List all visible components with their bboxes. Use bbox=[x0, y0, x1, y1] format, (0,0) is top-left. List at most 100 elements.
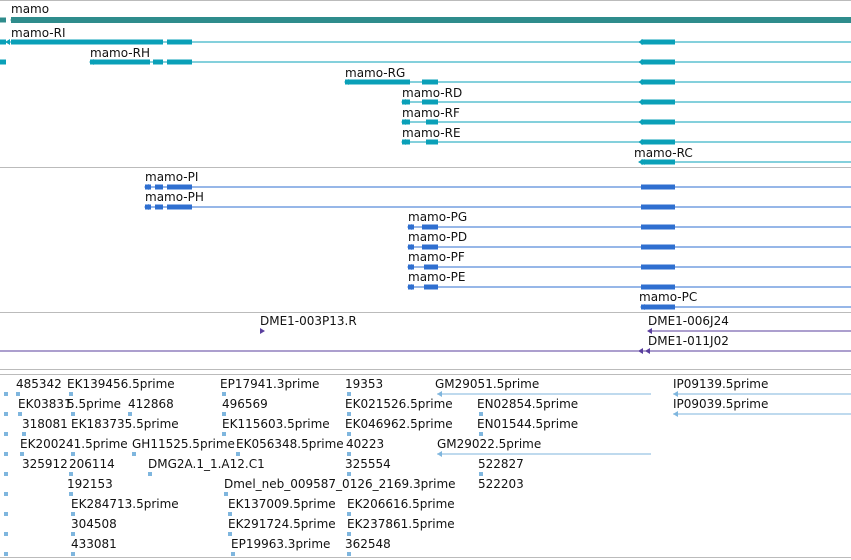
protein-label[interactable]: mamo-PH bbox=[145, 190, 204, 204]
est-block bbox=[222, 412, 226, 416]
exon-block bbox=[153, 59, 163, 65]
exon-block bbox=[641, 224, 675, 230]
est-label[interactable]: GH11525.5prime bbox=[132, 437, 235, 451]
exon-block bbox=[641, 284, 675, 290]
strand-arrow-icon bbox=[638, 39, 643, 45]
est-block bbox=[479, 472, 483, 476]
transcript-label[interactable]: mamo-RF bbox=[402, 106, 460, 120]
est-label[interactable]: EK137009.5prime bbox=[228, 497, 336, 511]
protein-label[interactable]: mamo-PG bbox=[408, 210, 468, 224]
est-block bbox=[347, 392, 351, 396]
est-block bbox=[69, 392, 73, 396]
transcript-label[interactable]: mamo-RD bbox=[402, 86, 463, 100]
est-label[interactable]: 206114 bbox=[69, 457, 115, 471]
exon-block bbox=[167, 184, 192, 190]
strand-arrow-icon bbox=[638, 348, 643, 354]
exon-block bbox=[641, 159, 675, 165]
est-label[interactable]: 19353 bbox=[345, 377, 384, 391]
exon-block bbox=[408, 224, 414, 230]
est-block bbox=[224, 492, 228, 496]
est-label[interactable]: 522827 bbox=[478, 457, 524, 471]
est-block bbox=[4, 492, 8, 496]
est-label[interactable]: EK046962.5prime bbox=[345, 417, 453, 431]
est-label[interactable]: IP09039.5prime bbox=[673, 397, 769, 411]
est-label[interactable]: 192153 bbox=[67, 477, 113, 491]
exon-block bbox=[424, 284, 438, 290]
est-label[interactable]: 522203 bbox=[478, 477, 524, 491]
strand-arrow-icon bbox=[673, 411, 678, 417]
est-block bbox=[4, 432, 8, 436]
est-label[interactable]: 496569 bbox=[222, 397, 268, 411]
clone-label[interactable]: DME1-003P13.R bbox=[260, 314, 357, 328]
track-border-top bbox=[0, 0, 851, 1]
exon-block bbox=[641, 184, 675, 190]
est-label[interactable]: EK139456.5prime bbox=[67, 377, 175, 391]
est-label[interactable]: GM29022.5prime bbox=[437, 437, 542, 451]
est-label[interactable]: EK206616.5prime bbox=[347, 497, 455, 511]
est-label[interactable]: 433081 bbox=[71, 537, 117, 551]
strand-arrow-icon bbox=[638, 79, 643, 85]
est-label[interactable]: DMG2A.1_1.A12.C1 bbox=[148, 457, 265, 471]
strand-arrow-icon bbox=[5, 39, 10, 45]
protein-label[interactable]: mamo-PD bbox=[408, 230, 468, 244]
est-label[interactable]: 318081 bbox=[22, 417, 68, 431]
track-border-clones bbox=[0, 369, 851, 370]
exon-block bbox=[0, 39, 6, 45]
exon-block bbox=[426, 139, 438, 145]
transcript-label[interactable]: mamo-RE bbox=[402, 126, 461, 140]
est-label[interactable]: EK237861.5prime bbox=[347, 517, 455, 531]
protein-label[interactable]: mamo-PE bbox=[408, 270, 466, 284]
est-label[interactable]: EK200241.5prime bbox=[20, 437, 128, 451]
protein-label[interactable]: mamo-PC bbox=[639, 290, 698, 304]
est-label[interactable]: 5.5prime bbox=[67, 397, 122, 411]
est-label[interactable]: EK021526.5prime bbox=[345, 397, 453, 411]
est-block bbox=[4, 452, 8, 456]
track-border-bottom bbox=[0, 557, 851, 558]
est-block bbox=[4, 532, 8, 536]
est-label[interactable]: Dmel_neb_009587_0126_2169.3prime bbox=[224, 477, 456, 491]
est-label[interactable]: IP09139.5prime bbox=[673, 377, 769, 391]
gene-label[interactable]: mamo bbox=[11, 2, 50, 16]
est-label[interactable]: EP17941.3prime bbox=[220, 377, 320, 391]
est-label[interactable]: EK291724.5prime bbox=[228, 517, 336, 531]
est-label[interactable]: 362548 bbox=[345, 537, 391, 551]
strand-arrow-icon bbox=[638, 59, 643, 65]
strand-arrow-icon bbox=[407, 284, 412, 290]
est-block bbox=[231, 552, 235, 556]
est-label[interactable]: 325912 bbox=[22, 457, 68, 471]
est-label[interactable]: 325554 bbox=[345, 457, 391, 471]
est-label[interactable]: EK056348.5prime bbox=[236, 437, 344, 451]
exon-block bbox=[641, 119, 675, 125]
clone-label[interactable]: DME1-011J02 bbox=[648, 334, 729, 348]
est-label[interactable]: EK284713.5prime bbox=[71, 497, 179, 511]
est-label[interactable]: GM29051.5prime bbox=[435, 377, 540, 391]
exon-block bbox=[408, 264, 414, 270]
protein-label[interactable]: mamo-PF bbox=[408, 250, 465, 264]
clone-label[interactable]: DME1-006J24 bbox=[648, 314, 729, 328]
exon-block bbox=[422, 224, 438, 230]
est-label[interactable]: EK03831 bbox=[18, 397, 72, 411]
est-label[interactable]: 304508 bbox=[71, 517, 117, 531]
transcript-label[interactable]: mamo-RH bbox=[90, 46, 150, 60]
gene-bar bbox=[11, 17, 851, 23]
est-label[interactable]: 40223 bbox=[346, 437, 385, 451]
est-label[interactable]: EN02854.5prime bbox=[477, 397, 579, 411]
est-label[interactable]: EK115603.5prime bbox=[222, 417, 330, 431]
est-label[interactable]: EP19963.3prime bbox=[231, 537, 331, 551]
gene-start-block bbox=[0, 17, 6, 23]
exon-block bbox=[167, 204, 192, 210]
protein-label[interactable]: mamo-PI bbox=[145, 170, 199, 184]
est-block bbox=[71, 532, 75, 536]
strand-arrow-icon bbox=[638, 99, 643, 105]
transcript-label[interactable]: mamo-RI bbox=[11, 26, 66, 40]
est-block bbox=[4, 512, 8, 516]
track-border-transcripts bbox=[0, 167, 851, 168]
est-label[interactable]: 485342 bbox=[16, 377, 62, 391]
transcript-label[interactable]: mamo-RG bbox=[345, 66, 406, 80]
est-label[interactable]: 412868 bbox=[128, 397, 174, 411]
est-label[interactable]: EN01544.5prime bbox=[477, 417, 579, 431]
transcript-label[interactable]: mamo-RC bbox=[634, 146, 693, 160]
est-block bbox=[132, 452, 136, 456]
est-label[interactable]: EK183735.5prime bbox=[71, 417, 179, 431]
est-block bbox=[71, 412, 75, 416]
